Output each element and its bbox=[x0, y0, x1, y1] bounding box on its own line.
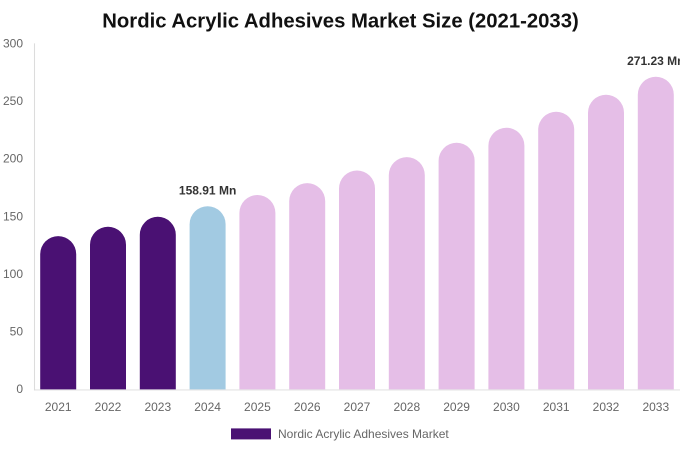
svg-text:0: 0 bbox=[16, 382, 23, 396]
svg-text:2032: 2032 bbox=[593, 400, 620, 414]
svg-text:100: 100 bbox=[3, 267, 23, 281]
svg-text:2026: 2026 bbox=[294, 400, 321, 414]
svg-text:2030: 2030 bbox=[493, 400, 520, 414]
svg-text:271.23 Mn: 271.23 Mn bbox=[627, 54, 680, 68]
svg-text:2021: 2021 bbox=[45, 400, 72, 414]
svg-text:150: 150 bbox=[3, 209, 23, 223]
svg-text:Nordic Acrylic Adhesives Marke: Nordic Acrylic Adhesives Market Size (20… bbox=[102, 10, 578, 32]
svg-text:2027: 2027 bbox=[344, 400, 371, 414]
svg-text:158.91 Mn: 158.91 Mn bbox=[179, 183, 236, 197]
svg-text:2028: 2028 bbox=[393, 400, 420, 414]
svg-text:200: 200 bbox=[3, 152, 23, 166]
svg-text:2031: 2031 bbox=[543, 400, 570, 414]
svg-text:Nordic Acrylic Adhesives Marke: Nordic Acrylic Adhesives Market bbox=[278, 427, 449, 441]
svg-text:300: 300 bbox=[3, 37, 23, 51]
svg-text:2029: 2029 bbox=[443, 400, 470, 414]
svg-text:2022: 2022 bbox=[95, 400, 122, 414]
svg-text:250: 250 bbox=[3, 94, 23, 108]
svg-text:2025: 2025 bbox=[244, 400, 271, 414]
svg-text:2024: 2024 bbox=[194, 400, 221, 414]
svg-text:2033: 2033 bbox=[642, 400, 669, 414]
svg-text:50: 50 bbox=[10, 324, 24, 338]
svg-text:2023: 2023 bbox=[144, 400, 171, 414]
